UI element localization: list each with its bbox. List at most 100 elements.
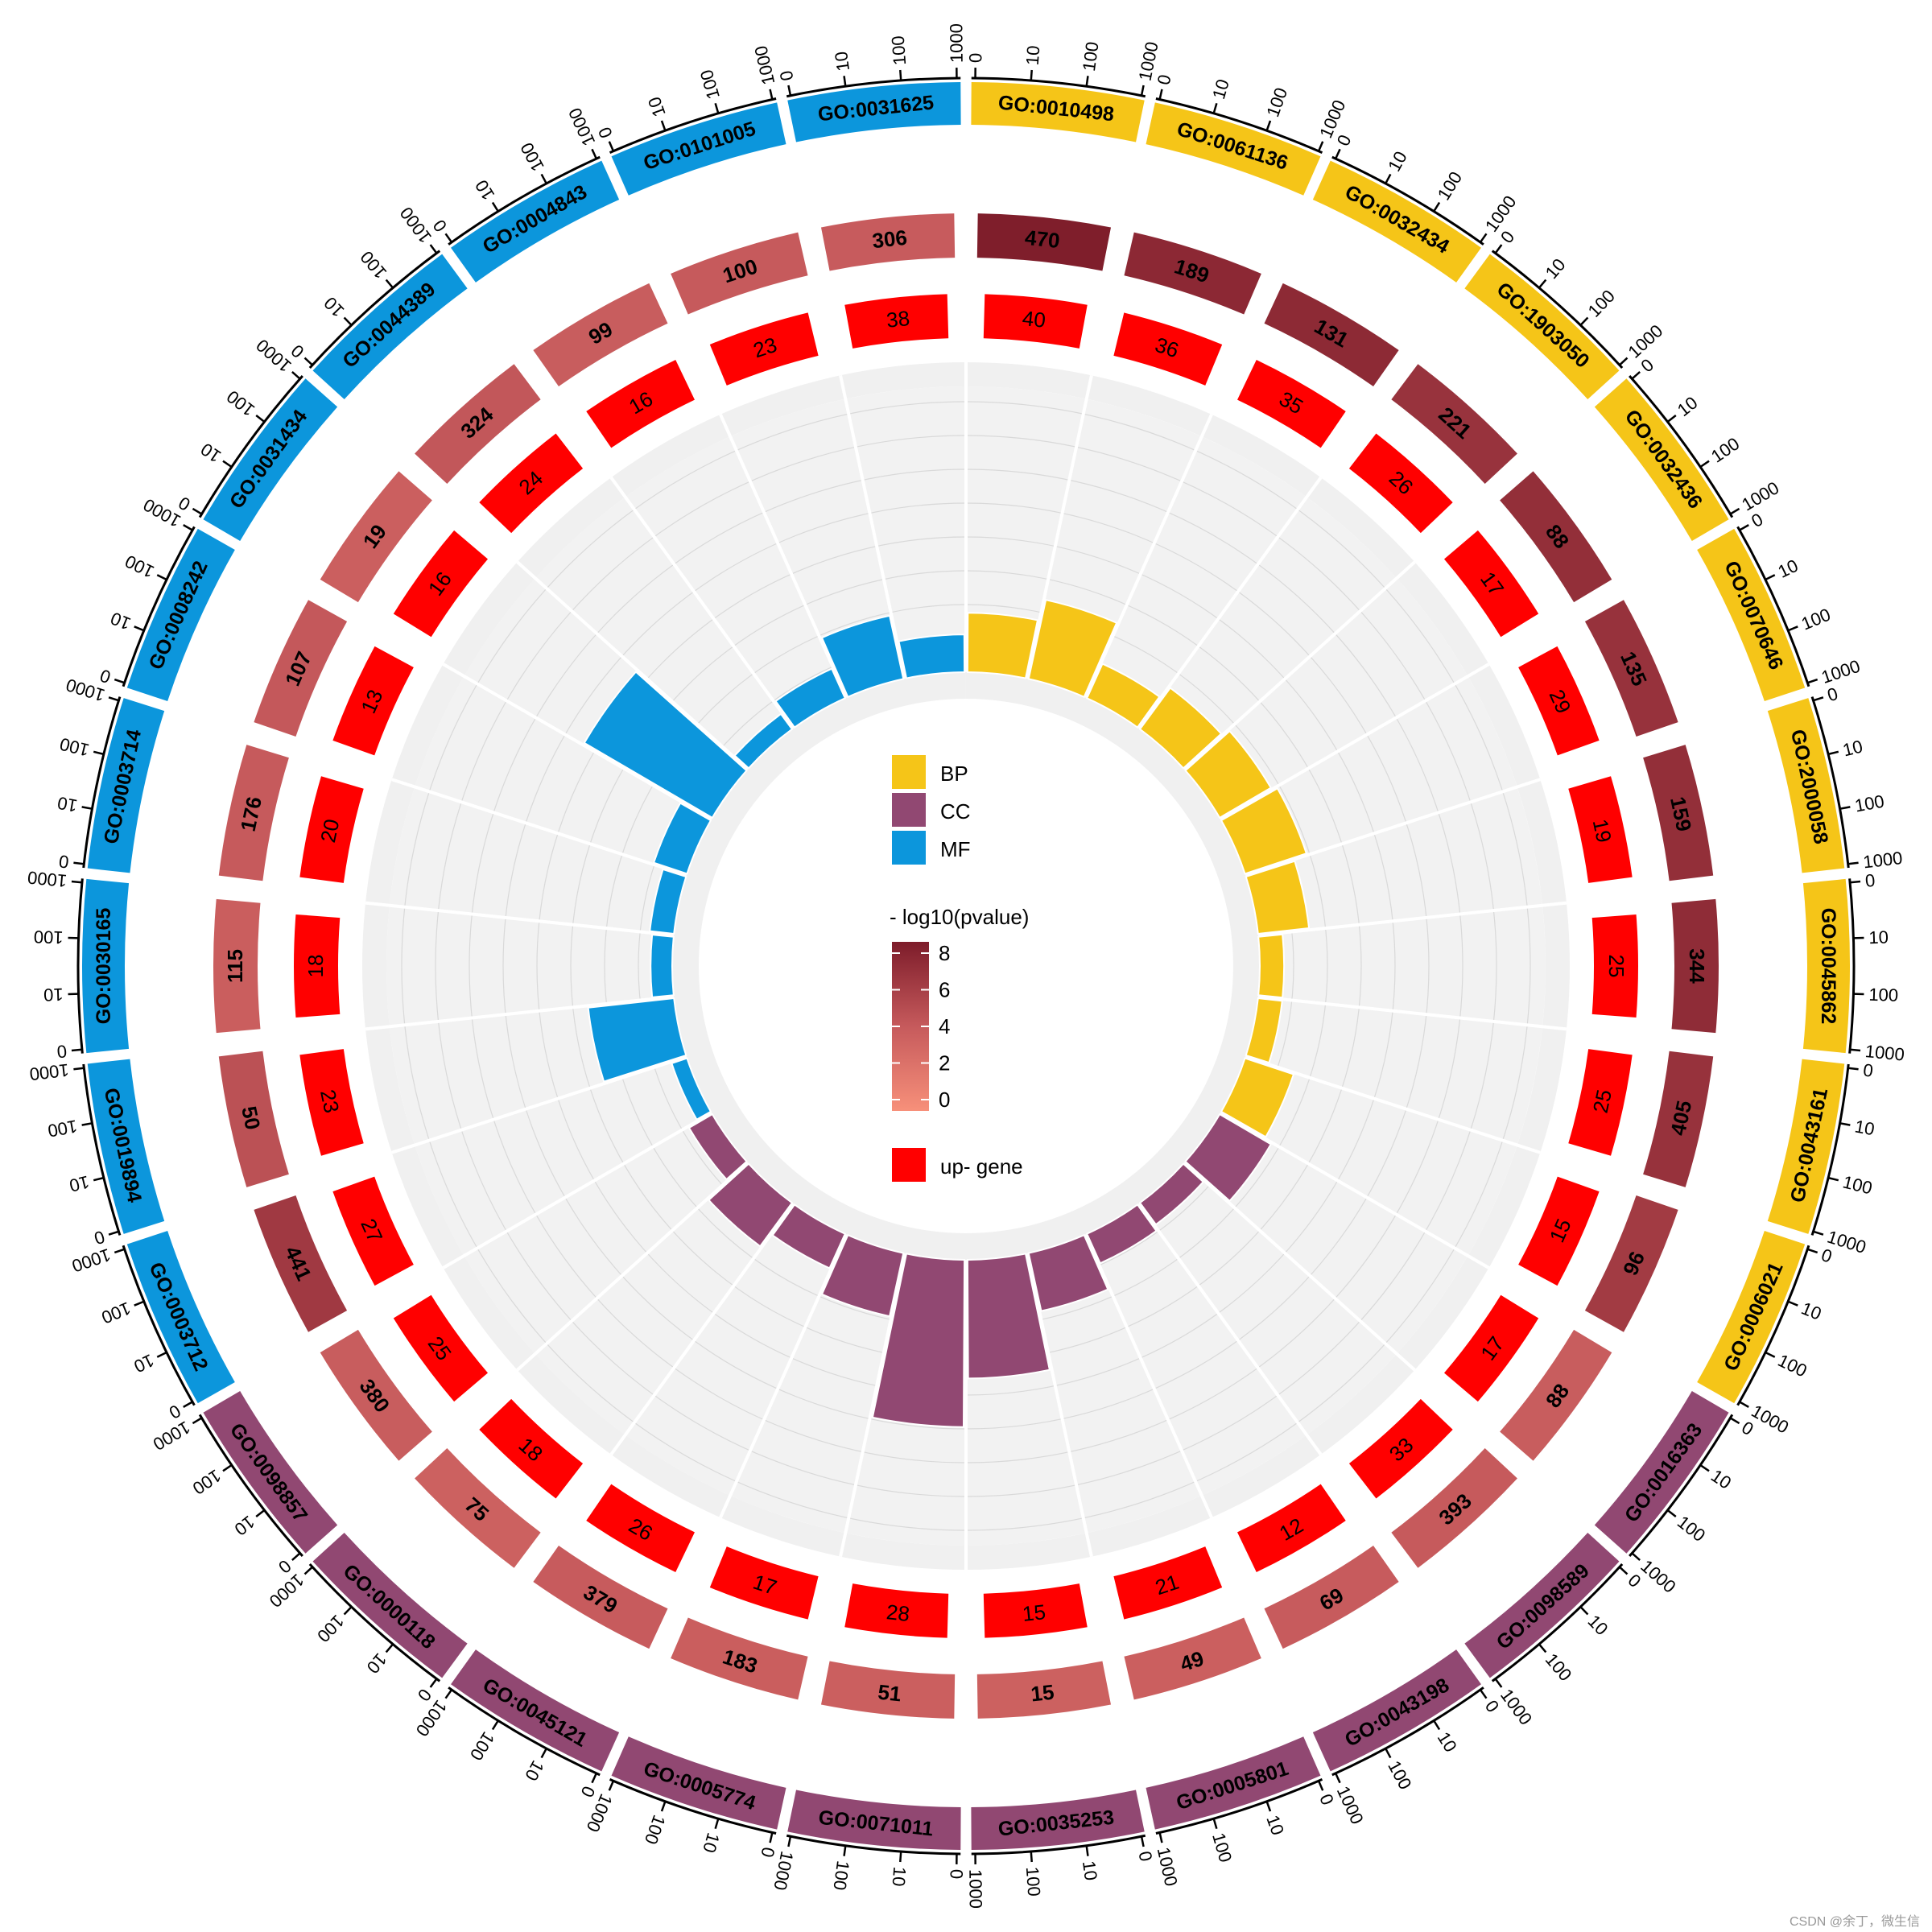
gradient-tick-label: 8 <box>939 941 950 965</box>
go-term-segment <box>1697 528 1806 702</box>
axis-tick <box>255 1509 266 1517</box>
axis-arc <box>1736 526 1810 687</box>
up-gene-box <box>332 1176 414 1286</box>
inner-divider <box>839 1253 907 1558</box>
axis-tick-label: 100 <box>1079 40 1103 72</box>
axis-tick-label: 10 <box>362 1649 390 1678</box>
inner-bar <box>771 1203 847 1269</box>
axis-tick-label: 1000 <box>140 494 184 531</box>
inner-bar <box>733 712 794 770</box>
legend-item-mf: MF <box>892 831 971 865</box>
axis-tick <box>843 76 847 87</box>
axis-tick-label: 10 <box>1868 927 1889 947</box>
inner-divider <box>442 1111 712 1269</box>
gene-count-box <box>1584 600 1678 737</box>
axis-tick-label: 10 <box>521 1757 548 1784</box>
axis-tick-label: 1000 <box>1862 848 1904 872</box>
gradient-tick-label: 4 <box>939 1014 950 1038</box>
axis-arc <box>82 696 122 869</box>
axis-tick <box>1765 574 1776 581</box>
axis-tick-label: 0 <box>1818 1245 1835 1267</box>
axis-tick <box>1212 102 1218 114</box>
gene-count-box <box>213 898 261 1034</box>
axis-tick <box>1827 1176 1839 1182</box>
axis-tick <box>1666 415 1677 423</box>
axis-tick <box>385 279 394 289</box>
axis-tick <box>183 524 193 531</box>
axis-tick <box>385 1643 394 1653</box>
inner-divider <box>1025 374 1093 679</box>
axis-tick-label: 100 <box>1542 1649 1576 1685</box>
go-term-segment <box>87 1059 165 1234</box>
axis-tick <box>1666 1509 1677 1517</box>
inner-bar <box>1257 933 1286 999</box>
axis-tick-label: 1000 <box>1315 97 1349 141</box>
gene-count-box <box>820 1661 956 1719</box>
axis-arc <box>971 76 1146 98</box>
up-gene-label: 18 <box>303 955 328 978</box>
axis-tick <box>343 1606 353 1616</box>
watermark: CSDN @余丁，微生信 <box>1790 1913 1920 1929</box>
axis-tick <box>222 460 233 469</box>
axis-tick <box>93 1176 105 1182</box>
axis-tick <box>291 371 301 380</box>
axis-tick <box>114 1248 126 1254</box>
gradient-tick-label: 0 <box>939 1088 950 1112</box>
gene-count-label: 50 <box>237 1104 265 1133</box>
inner-divider <box>609 1203 795 1455</box>
axis-tick-label: 0 <box>947 1869 967 1880</box>
up-gene-box <box>299 1049 364 1156</box>
gene-count-box <box>415 1448 541 1568</box>
axis-tick <box>1813 696 1824 702</box>
go-term-segment <box>451 1649 620 1772</box>
inner-divider <box>391 1055 687 1154</box>
axis-tick-label: 0 <box>1496 227 1518 247</box>
axis-tick <box>291 1552 301 1561</box>
gene-count-box <box>254 600 348 737</box>
up-gene-label: 15 <box>1022 1600 1047 1626</box>
gene-count-label: 306 <box>871 225 908 253</box>
axis-tick <box>1619 1566 1629 1575</box>
go-term-segment <box>1767 698 1845 873</box>
axis-tick <box>1479 1689 1488 1699</box>
inner-bar <box>1184 729 1273 819</box>
axis-tick <box>1847 1067 1859 1071</box>
gene-count-box <box>1500 471 1612 603</box>
axis-tick-label: 0 <box>594 124 617 141</box>
inner-divider <box>1220 663 1490 821</box>
axis-tick <box>1030 69 1033 81</box>
axis-tick <box>1699 460 1710 469</box>
go-term-segment <box>1312 1649 1481 1772</box>
axis-arc <box>198 374 303 518</box>
axis-tick-label: 100 <box>223 386 258 420</box>
inner-bar <box>898 634 966 679</box>
inner-bar <box>708 1162 794 1248</box>
axis-tick-label: 100 <box>1384 1757 1415 1793</box>
inner-divider <box>1183 560 1416 771</box>
inner-bar <box>649 868 687 935</box>
gene-count-label: 51 <box>877 1680 902 1707</box>
go-term-segment <box>1767 1059 1845 1234</box>
axis-arc <box>1491 1563 1624 1682</box>
axis-tick <box>1765 1351 1776 1358</box>
inner-bar <box>871 1253 966 1428</box>
axis-tick <box>81 1122 93 1126</box>
gradient-ticks: 8 6 4 2 0 <box>892 941 950 1112</box>
up-gene-box <box>332 646 414 756</box>
axis-tick-label: 10 <box>1434 1728 1461 1756</box>
legend-swatch-up-gene <box>892 1148 926 1182</box>
inner-bar <box>671 1057 712 1121</box>
go-term-ring: GO:0010498GO:0061136GO:0032434GO:1903050… <box>81 82 1850 1850</box>
inner-bar <box>652 802 712 875</box>
gene-count-box <box>976 1661 1112 1719</box>
inner-divider <box>365 995 675 1031</box>
axis-tick-label: 0 <box>1154 72 1175 86</box>
gene-count-box <box>671 232 808 315</box>
go-term-segment <box>451 160 620 283</box>
inner-bar <box>650 933 675 999</box>
inner-bar-track <box>362 362 1570 1570</box>
axis-tick-label: 100 <box>466 1728 499 1764</box>
up-gene-box <box>479 1398 584 1499</box>
inner-bar <box>774 667 847 729</box>
axis-tick-label: 0 <box>92 1227 107 1249</box>
